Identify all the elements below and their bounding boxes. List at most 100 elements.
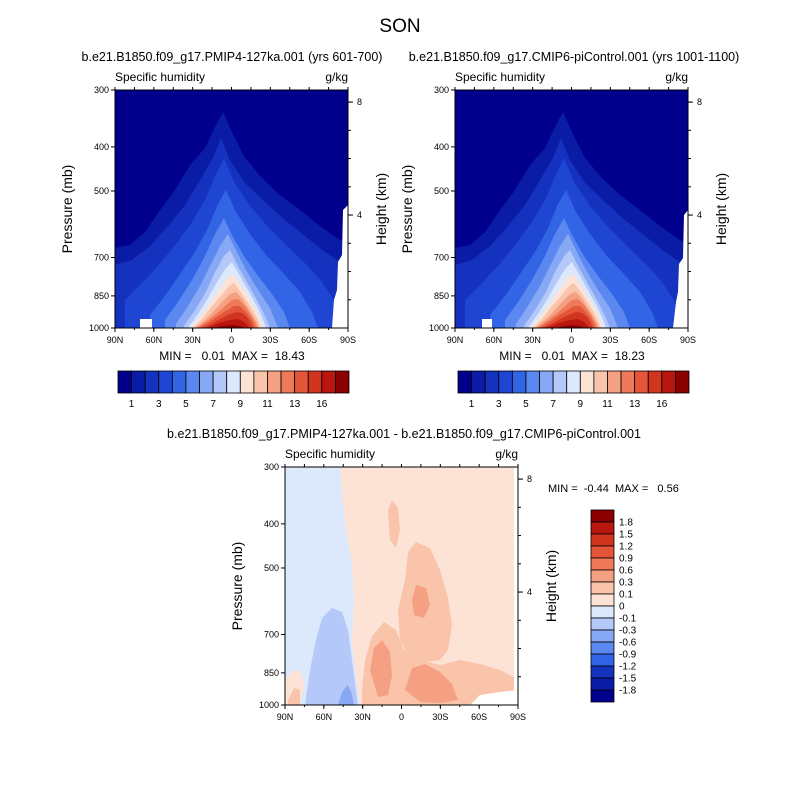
colorbar-swatch (294, 370, 309, 394)
y-axis-label: Pressure (mb) (399, 165, 415, 254)
colorbar-label: -0.1 (619, 614, 637, 625)
y-tick-label: 400 (264, 519, 279, 529)
y-tick-label: 500 (94, 186, 109, 196)
x-tick-label: 30S (262, 335, 278, 345)
colorbar-label: 5 (523, 399, 529, 410)
colorbar-label: 7 (210, 399, 216, 410)
x-tick-label: 60S (641, 335, 657, 345)
x-tick-label: 90N (107, 335, 124, 345)
y-tick-label: 300 (434, 85, 449, 95)
colorbar-swatch (171, 370, 187, 394)
colorbar-swatch (511, 370, 527, 394)
colorbar: 1.81.51.20.90.60.30.10-0.1-0.3-0.6-0.9-1… (590, 509, 637, 703)
colorbar-swatch (590, 641, 615, 655)
colorbar-label: 0.9 (619, 554, 633, 565)
colorbar-swatch (131, 370, 146, 394)
colorbar-swatch (525, 370, 540, 394)
y2-tick-label: 8 (357, 97, 362, 107)
colorbar-swatch (647, 370, 663, 394)
colorbar-swatch (590, 545, 615, 559)
y-tick-label: 300 (264, 462, 279, 472)
panel-bottom: b.e21.B1850.f09_g17.PMIP4-127ka.001 - b.… (167, 427, 679, 722)
colorbar-swatch (484, 370, 500, 394)
x-tick-label: 90S (340, 335, 356, 345)
y-tick-label: 700 (94, 252, 109, 262)
axes-bottom: 90N 60N 30N 0 30S 60S 90S 300 400 500 700 850 1000 8 4 (259, 462, 532, 722)
y-tick-label: 500 (434, 186, 449, 196)
colorbar-label: 0.1 (619, 590, 633, 601)
y2-tick-label: 4 (357, 210, 362, 220)
colorbar-swatch (226, 370, 241, 394)
colorbar-swatch (675, 370, 690, 394)
y2-axis-label: Height (km) (373, 173, 389, 245)
panel-top-left: b.e21.B1850.f09_g17.PMIP4-127ka.001 (yrs… (59, 50, 389, 410)
contour-field (455, 90, 688, 328)
colorbar: 1 3 5 7 9 11 13 16 (457, 370, 690, 410)
colorbar-swatch (590, 677, 615, 691)
contour-field (115, 90, 348, 328)
colorbar-swatch (212, 370, 228, 394)
colorbar-swatch (579, 370, 595, 394)
variable-label: Specific humidity (455, 70, 545, 84)
colorbar-label: 16 (316, 399, 328, 410)
colorbar-swatch (590, 653, 615, 667)
x-tick-label: 30N (354, 712, 371, 722)
colorbar-label: 16 (656, 399, 668, 410)
min-max-stats: MIN = 0.01 MAX = 18.43 (159, 349, 305, 363)
colorbar-label: 1.5 (619, 530, 633, 541)
colorbar-swatch (280, 370, 296, 394)
colorbar-label: -0.3 (619, 626, 637, 637)
y-tick-label: 1000 (429, 323, 449, 333)
colorbar-swatch (471, 370, 486, 394)
colorbar-swatch (498, 370, 513, 394)
y-tick-label: 1000 (89, 323, 109, 333)
colorbar-swatch (590, 557, 615, 571)
colorbar-swatch (267, 370, 282, 394)
colorbar-swatch (590, 689, 615, 703)
y2-tick-label: 8 (527, 474, 532, 484)
colorbar-swatch (593, 370, 608, 394)
colorbar: 1 3 5 7 9 11 13 16 (117, 370, 350, 410)
min-max-stats: MIN = 0.01 MAX = 18.23 (499, 349, 645, 363)
colorbar-label: -1.5 (619, 674, 637, 685)
colorbar-swatch (552, 370, 568, 394)
colorbar-label: -1.2 (619, 662, 637, 673)
x-tick-label: 60S (301, 335, 317, 345)
y-tick-label: 400 (94, 142, 109, 152)
y-tick-label: 850 (264, 668, 279, 678)
y-tick-label: 850 (434, 291, 449, 301)
x-tick-label: 90N (447, 335, 464, 345)
colorbar-swatch (590, 533, 615, 547)
colorbar-label: 0 (619, 602, 625, 613)
colorbar-swatch (239, 370, 255, 394)
y-tick-label: 1000 (259, 700, 279, 710)
contour-field (285, 467, 518, 705)
colorbar-label: -0.9 (619, 650, 637, 661)
colorbar-label: -1.8 (619, 686, 637, 697)
y-tick-label: 400 (434, 142, 449, 152)
colorbar-swatch (185, 370, 200, 394)
colorbar-label: 9 (578, 399, 584, 410)
colorbar-label: 7 (550, 399, 556, 410)
y-axis-label: Pressure (mb) (59, 165, 75, 254)
panel-title: b.e21.B1850.f09_g17.PMIP4-127ka.001 (yrs… (82, 50, 383, 64)
colorbar-swatch (335, 370, 350, 394)
x-tick-label: 60N (316, 712, 333, 722)
y-tick-label: 850 (94, 291, 109, 301)
x-tick-label: 90S (680, 335, 696, 345)
colorbar-swatch (590, 581, 615, 595)
colorbar-label: -0.6 (619, 638, 637, 649)
unit-label: g/kg (495, 447, 518, 461)
colorbar-label: 1 (129, 399, 135, 410)
x-tick-label: 60N (146, 335, 163, 345)
colorbar-swatch (253, 370, 268, 394)
colorbar-label: 13 (289, 399, 301, 410)
y2-axis-label: Height (km) (713, 173, 729, 245)
axes-left: 90N 60N 30N 0 30S 60S 90S 300 400 500 700 850 1000 8 4 (89, 85, 362, 345)
colorbar-swatch (590, 593, 615, 607)
colorbar-swatch (607, 370, 622, 394)
x-tick-label: 60N (486, 335, 503, 345)
y-tick-label: 700 (434, 252, 449, 262)
colorbar-swatch (590, 569, 615, 583)
colorbar-swatch (590, 629, 615, 643)
